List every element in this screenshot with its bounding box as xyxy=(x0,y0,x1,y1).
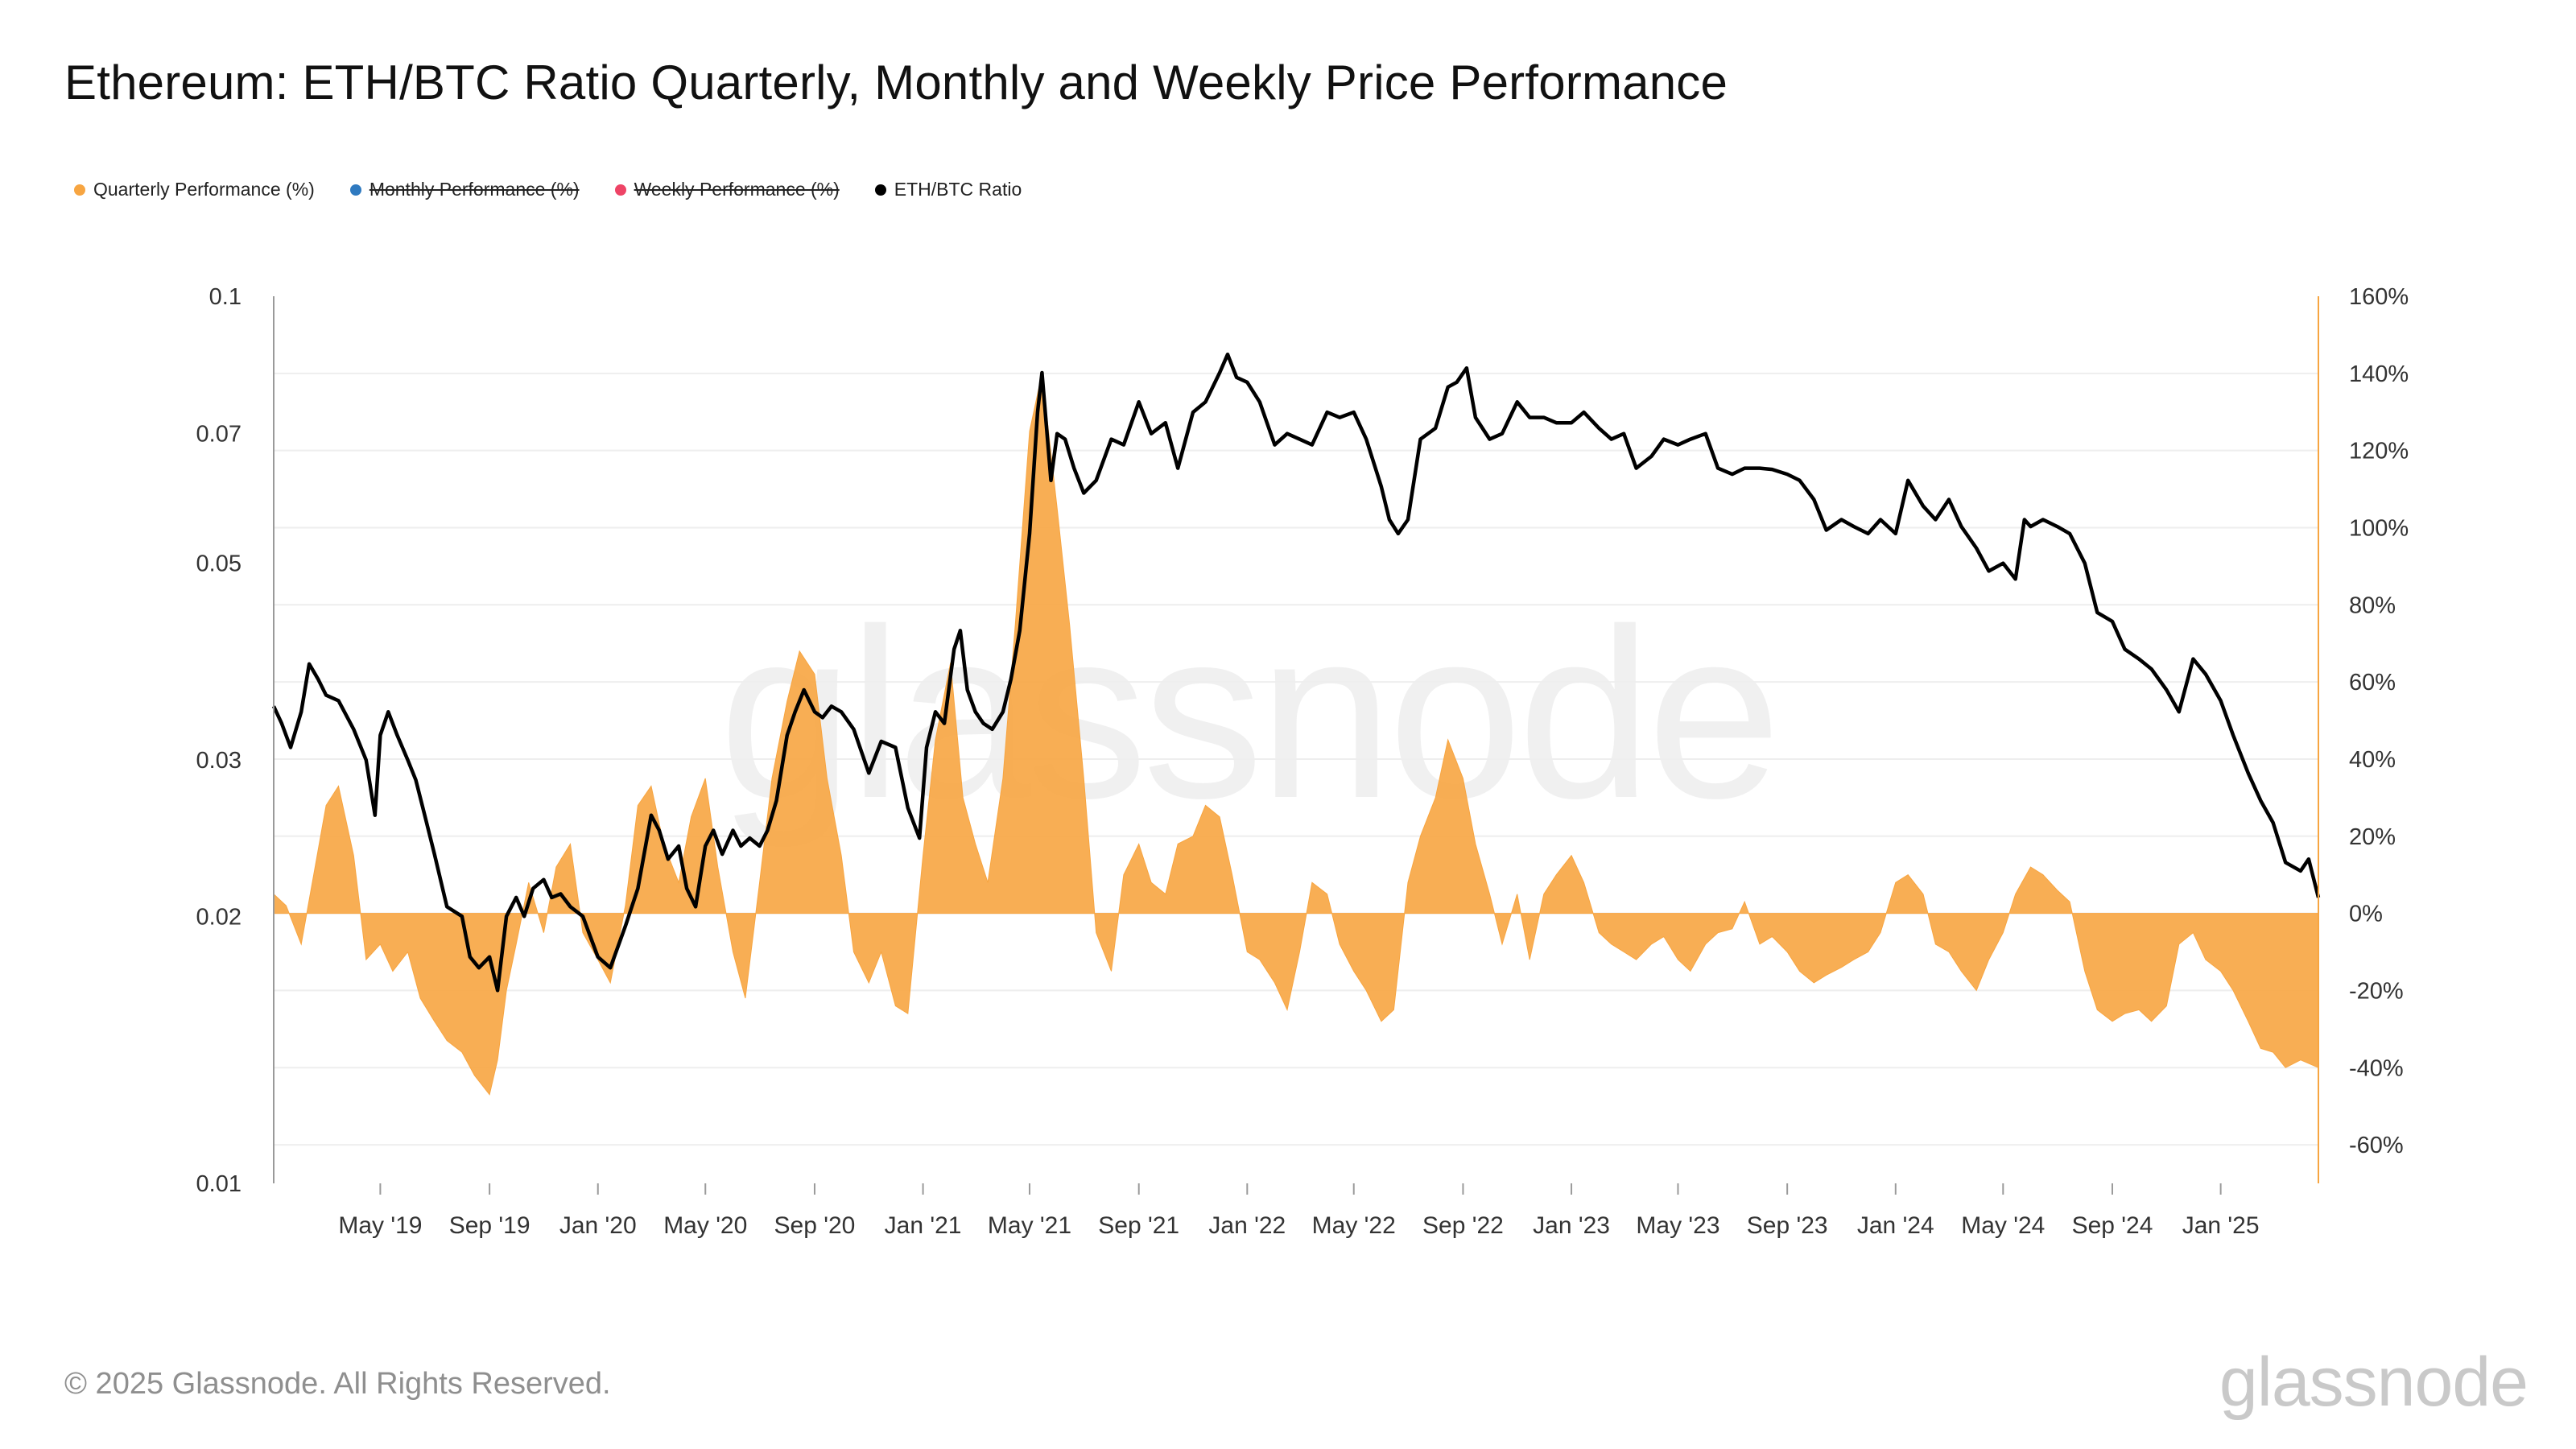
x-tick-label: May '20 xyxy=(663,1212,747,1239)
legend-dot-icon xyxy=(874,184,886,196)
x-tick-label: Jan '24 xyxy=(1857,1212,1934,1239)
x-axis-ticks: May '19 Sep '19 Jan '20 May '20 Sep '20 Jan '… xyxy=(338,1183,2260,1239)
right-tick-label: 140% xyxy=(2349,361,2409,387)
x-tick-label: Sep '22 xyxy=(1422,1212,1504,1239)
right-tick-label: 20% xyxy=(2349,824,2396,850)
left-tick-label: 0.1 xyxy=(209,284,242,310)
left-tick-label: 0.03 xyxy=(196,748,242,774)
right-tick-label: 0% xyxy=(2349,902,2383,927)
right-tick-label: -20% xyxy=(2349,978,2404,1004)
legend-label: Quarterly Performance (%) xyxy=(93,179,315,200)
left-tick-label: 0.07 xyxy=(196,422,242,448)
x-tick-label: Jan '22 xyxy=(1208,1212,1286,1239)
x-tick-label: Sep '23 xyxy=(1747,1212,1828,1239)
x-tick-label: Sep '19 xyxy=(449,1212,530,1239)
gridlines xyxy=(274,372,2318,1146)
right-tick-label: 120% xyxy=(2349,439,2409,464)
left-tick-label: 0.05 xyxy=(196,551,242,577)
right-tick-label: 160% xyxy=(2349,284,2409,310)
x-tick-label: May '22 xyxy=(1312,1212,1396,1239)
left-tick-label: 0.02 xyxy=(196,904,242,930)
ratio-line-layer xyxy=(271,352,2321,993)
legend-label: Weekly Performance (%) xyxy=(634,179,840,200)
legend-label: Monthly Performance (%) xyxy=(369,179,580,200)
right-tick-label: 80% xyxy=(2349,592,2396,618)
legend-item-quarterly[interactable]: Quarterly Performance (%) xyxy=(74,179,315,200)
x-tick-label: May '23 xyxy=(1636,1212,1719,1239)
x-tick-label: Jan '23 xyxy=(1533,1212,1610,1239)
right-tick-label: -40% xyxy=(2349,1055,2404,1081)
right-axis-ticks: -60% -40% -20% 0% 20% 40% 60% 80% 100% 120% 140% 16… xyxy=(2349,284,2409,1158)
left-axis-ticks: 0.01 0.02 0.03 0.05 0.07 0.1 xyxy=(196,284,242,1197)
watermark: glassnode xyxy=(719,578,1777,850)
right-tick-label: 40% xyxy=(2349,747,2396,773)
chart-legend: Quarterly Performance (%) Monthly Perfor… xyxy=(74,179,1022,200)
legend-item-weekly[interactable]: Weekly Performance (%) xyxy=(614,179,840,200)
legend-item-monthly[interactable]: Monthly Performance (%) xyxy=(349,179,580,200)
brand-logo: glassnode xyxy=(2219,1344,2529,1421)
legend-dot-icon xyxy=(614,184,626,196)
right-tick-label: 60% xyxy=(2349,670,2396,696)
x-tick-label: Sep '20 xyxy=(774,1212,856,1239)
x-tick-label: Sep '24 xyxy=(2072,1212,2153,1239)
axes xyxy=(273,296,2319,1183)
x-tick-label: Jan '21 xyxy=(885,1212,962,1239)
x-tick-label: Sep '21 xyxy=(1098,1212,1179,1239)
chart-title: Ethereum: ETH/BTC Ratio Quarterly, Month… xyxy=(64,56,1728,109)
x-tick-label: Jan '20 xyxy=(559,1212,637,1239)
right-tick-label: -60% xyxy=(2349,1133,2404,1158)
eth-btc-ratio-line xyxy=(271,352,2321,993)
x-tick-label: May '21 xyxy=(988,1212,1071,1239)
copyright-footer: © 2025 Glassnode. All Rights Reserved. xyxy=(64,1367,611,1401)
x-tick-label: May '19 xyxy=(338,1212,422,1239)
legend-item-eth-btc[interactable]: ETH/BTC Ratio xyxy=(874,179,1022,200)
legend-dot-icon xyxy=(349,184,361,196)
right-tick-label: 100% xyxy=(2349,515,2409,541)
x-tick-label: Jan '25 xyxy=(2182,1212,2260,1239)
x-tick-label: May '24 xyxy=(1961,1212,2045,1239)
left-tick-label: 0.01 xyxy=(196,1171,242,1197)
legend-dot-icon xyxy=(74,184,85,196)
legend-label: ETH/BTC Ratio xyxy=(894,179,1022,200)
